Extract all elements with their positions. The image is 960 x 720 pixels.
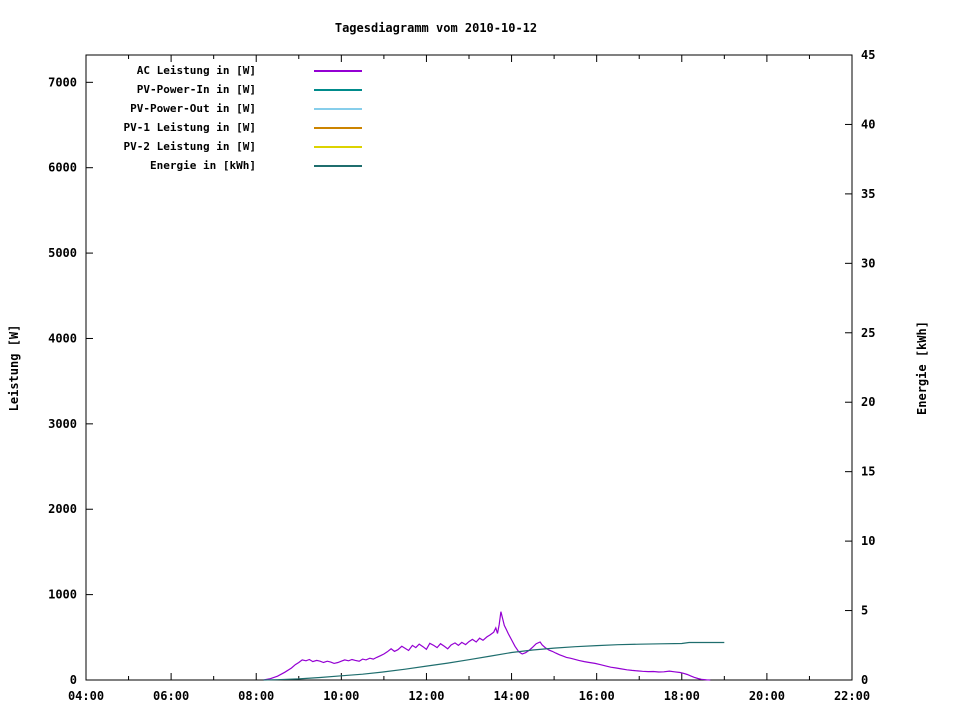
y-left-tick-label: 2000: [48, 502, 77, 516]
y-right-tick-label: 15: [861, 465, 875, 479]
legend-item-pv-power-out: PV-Power-Out in [W]: [90, 99, 362, 118]
y-right-tick-label: 30: [861, 256, 875, 270]
legend-swatch: [314, 145, 362, 148]
legend-item-pv1: PV-1 Leistung in [W]: [90, 118, 362, 137]
x-tick-label: 22:00: [834, 689, 870, 703]
y-right-tick-label: 45: [861, 48, 875, 62]
legend-label: PV-2 Leistung in [W]: [123, 140, 256, 153]
x-tick-label: 14:00: [493, 689, 529, 703]
series-line-0: [263, 611, 711, 681]
y-left-tick-label: 7000: [48, 75, 77, 89]
y-left-tick-label: 1000: [48, 588, 77, 602]
x-tick-label: 16:00: [579, 689, 615, 703]
y-right-tick-label: 0: [861, 673, 868, 687]
legend-item-pv-power-in: PV-Power-In in [W]: [90, 80, 362, 99]
x-tick-label: 18:00: [664, 689, 700, 703]
series-line-5: [263, 641, 725, 681]
x-tick-label: 04:00: [68, 689, 104, 703]
y-left-tick-label: 5000: [48, 246, 77, 260]
legend-item-pv2: PV-2 Leistung in [W]: [90, 137, 362, 156]
legend-label: PV-Power-In in [W]: [136, 83, 256, 96]
legend-label: PV-1 Leistung in [W]: [123, 121, 256, 134]
legend-item-ac: AC Leistung in [W]: [90, 61, 362, 80]
legend-item-energie: Energie in [kWh]: [90, 156, 362, 175]
legend-swatch: [314, 107, 362, 110]
legend-label: Energie in [kWh]: [150, 159, 256, 172]
x-tick-label: 10:00: [323, 689, 359, 703]
x-tick-label: 20:00: [749, 689, 785, 703]
legend-label: AC Leistung in [W]: [136, 64, 256, 77]
y-right-tick-label: 40: [861, 117, 875, 131]
legend-swatch: [314, 69, 362, 72]
y-right-tick-label: 10: [861, 534, 875, 548]
y-right-tick-label: 35: [861, 187, 875, 201]
y-left-tick-label: 6000: [48, 161, 77, 175]
x-tick-label: 06:00: [153, 689, 189, 703]
x-tick-label: 12:00: [408, 689, 444, 703]
legend-swatch: [314, 164, 362, 167]
legend-label: PV-Power-Out in [W]: [130, 102, 256, 115]
y-right-tick-label: 5: [861, 604, 868, 618]
legend-swatch: [314, 88, 362, 91]
legend: AC Leistung in [W] PV-Power-In in [W] PV…: [90, 61, 362, 175]
y-right-tick-label: 20: [861, 395, 875, 409]
x-tick-label: 08:00: [238, 689, 274, 703]
y-left-tick-label: 0: [70, 673, 77, 687]
chart-title: Tagesdiagramm vom 2010-10-12: [334, 21, 538, 35]
y-left-tick-label: 3000: [48, 417, 77, 431]
legend-swatch: [314, 126, 362, 129]
y-left-tick-label: 4000: [48, 331, 77, 345]
y-right-tick-label: 25: [861, 326, 875, 340]
